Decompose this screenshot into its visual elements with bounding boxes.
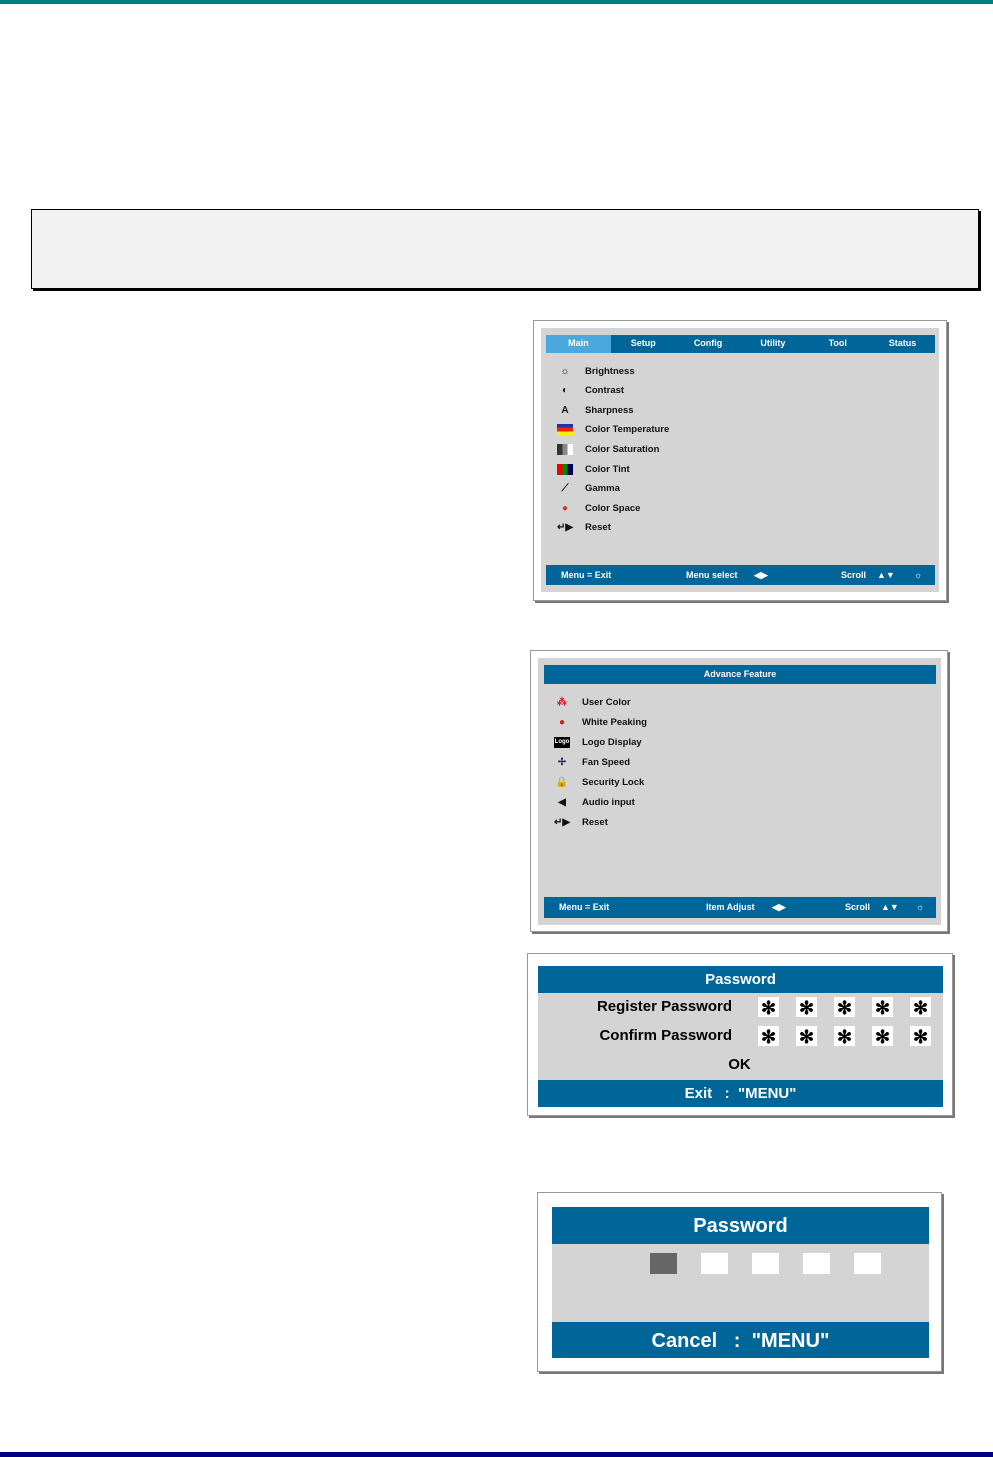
- scroll-hint: Scroll: [845, 902, 871, 912]
- menu-item-color-temperature[interactable]: Color Temperature: [557, 423, 669, 437]
- color-tint-icon: [557, 463, 573, 475]
- menu-item-color-space[interactable]: ● Color Space: [557, 501, 640, 515]
- confirm-password-digit[interactable]: ✻: [758, 1026, 779, 1047]
- menu-item-user-color[interactable]: ⁂ User Color: [554, 695, 631, 709]
- menu-item-white-peaking[interactable]: ● White Peaking: [554, 715, 647, 729]
- color-space-icon: ●: [561, 502, 569, 514]
- menu-item-label: Brightness: [585, 365, 635, 377]
- register-password-digit[interactable]: ✻: [758, 997, 779, 1018]
- menu-item-label: Audio input: [582, 796, 635, 808]
- password-entry-osd: Password Cancel : "MENU": [537, 1192, 942, 1372]
- reset-icon: ↵▶: [554, 816, 571, 828]
- menu-item-label: Color Saturation: [585, 443, 660, 455]
- menu-item-label: Sharpness: [585, 404, 634, 416]
- contrast-icon: ◐: [561, 385, 569, 397]
- tab-main[interactable]: Main: [546, 335, 611, 353]
- menu-select-hint: Menu select: [686, 570, 738, 580]
- confirm-password-label: Confirm Password: [599, 1027, 732, 1044]
- password-footer: Exit : "MENU": [538, 1080, 943, 1107]
- menu-item-label: Color Space: [585, 502, 641, 514]
- menu-item-reset[interactable]: ↵▶ Reset: [554, 815, 608, 829]
- left-right-icon: ◀▶: [772, 902, 786, 912]
- lock-icon: 🔒: [555, 776, 569, 788]
- menu-item-label: Reset: [582, 816, 608, 828]
- menu-item-security-lock[interactable]: 🔒 Security Lock: [554, 775, 645, 789]
- menu-item-contrast[interactable]: ◐ Contrast: [557, 384, 624, 398]
- lamp-icon: ☼: [914, 570, 923, 580]
- scroll-hint: Scroll: [841, 570, 867, 580]
- menu-item-color-saturation[interactable]: Color Saturation: [557, 442, 659, 456]
- speaker-icon: ◀: [558, 796, 566, 808]
- logo-icon: Logo: [554, 736, 570, 748]
- tab-config[interactable]: Config: [693, 338, 723, 348]
- item-adjust-hint: Item Adjust: [706, 902, 755, 912]
- bottom-rule: [0, 1452, 993, 1457]
- up-down-icon: ▲▼: [881, 902, 899, 912]
- advance-title: Advance Feature: [544, 665, 936, 684]
- confirm-password-digit[interactable]: ✻: [796, 1026, 817, 1047]
- menu-footer: Menu = Exit Menu select ◀▶ Scroll ▲▼ ☼: [546, 565, 935, 585]
- register-password-label: Register Password: [596, 998, 732, 1015]
- color-saturation-icon: [557, 443, 573, 455]
- password-digit-box[interactable]: [752, 1253, 779, 1274]
- menu-exit-hint: Menu = Exit: [561, 570, 612, 580]
- tab-setup[interactable]: Setup: [630, 338, 656, 348]
- menu-item-label: Logo Display: [582, 736, 642, 748]
- menu-item-label: Contrast: [585, 385, 625, 397]
- color-temperature-icon: [557, 424, 573, 436]
- advance-feature-osd: Advance Feature ⁂ User Color ● White Peakin…: [530, 650, 948, 932]
- top-rule: [0, 0, 993, 4]
- main-menu-osd: Main Setup Config Utility Tool Status ☼ Bright…: [533, 320, 947, 601]
- menu-item-label: Color Temperature: [585, 424, 670, 436]
- white-peaking-icon: ●: [558, 716, 566, 728]
- register-password-digit[interactable]: ✻: [834, 997, 855, 1018]
- password-title: Password: [538, 966, 943, 993]
- menu-item-fan-speed[interactable]: ✢ Fan Speed: [554, 755, 630, 769]
- menu-tabs: Main Setup Config Utility Tool Status: [546, 335, 935, 353]
- ok-button[interactable]: OK: [728, 1056, 751, 1073]
- password-register-osd: Password Register Password Confirm Passw…: [527, 953, 953, 1116]
- advance-footer: Menu = Exit Item Adjust ◀▶ Scroll ▲▼ ☼: [544, 897, 936, 918]
- menu-item-label: Gamma: [585, 483, 620, 495]
- reset-icon: ↵▶: [557, 522, 574, 534]
- menu-item-brightness[interactable]: ☼ Brightness: [557, 364, 635, 378]
- menu-item-label: White Peaking: [582, 716, 647, 728]
- password-title: Password: [552, 1207, 929, 1244]
- password-digit-box[interactable]: [803, 1253, 830, 1274]
- left-right-icon: ◀▶: [754, 570, 768, 580]
- menu-item-label: Fan Speed: [582, 756, 631, 768]
- confirm-password-digit[interactable]: ✻: [834, 1026, 855, 1047]
- menu-item-audio-input[interactable]: ◀ Audio input: [554, 795, 635, 809]
- user-color-icon: ⁂: [557, 696, 567, 708]
- confirm-password-digit[interactable]: ✻: [910, 1026, 931, 1047]
- menu-item-sharpness[interactable]: A Sharpness: [557, 403, 634, 417]
- menu-item-label: Color Tint: [585, 463, 630, 475]
- tab-status[interactable]: Status: [888, 338, 917, 348]
- menu-item-color-tint[interactable]: Color Tint: [557, 462, 630, 476]
- sun-icon: ☼: [560, 365, 570, 377]
- menu-item-label: Security Lock: [582, 776, 645, 788]
- tab-utility[interactable]: Utility: [760, 338, 786, 348]
- menu-item-logo-display[interactable]: Logo Logo Display: [554, 735, 642, 749]
- menu-item-gamma[interactable]: ⟋ Gamma: [557, 482, 620, 496]
- password-digit-box[interactable]: [701, 1253, 728, 1274]
- register-password-digit[interactable]: ✻: [872, 997, 893, 1018]
- password-digit-box[interactable]: [650, 1253, 677, 1274]
- up-down-icon: ▲▼: [877, 570, 895, 580]
- menu-item-label: User Color: [582, 696, 631, 708]
- password-cancel-footer: Cancel : "MENU": [552, 1322, 929, 1358]
- gamma-icon: ⟋: [561, 483, 569, 495]
- note-box: [31, 209, 979, 289]
- password-digit-box[interactable]: [854, 1253, 881, 1274]
- tab-tool[interactable]: Tool: [828, 338, 847, 348]
- register-password-digit[interactable]: ✻: [910, 997, 931, 1018]
- menu-item-reset[interactable]: ↵▶ Reset: [557, 521, 611, 535]
- fan-icon: ✢: [557, 756, 567, 768]
- sharpness-icon: A: [561, 404, 569, 416]
- menu-exit-hint: Menu = Exit: [559, 902, 610, 912]
- menu-item-label: Reset: [585, 522, 611, 534]
- register-password-digit[interactable]: ✻: [796, 997, 817, 1018]
- confirm-password-digit[interactable]: ✻: [872, 1026, 893, 1047]
- lamp-icon: ☼: [916, 902, 925, 912]
